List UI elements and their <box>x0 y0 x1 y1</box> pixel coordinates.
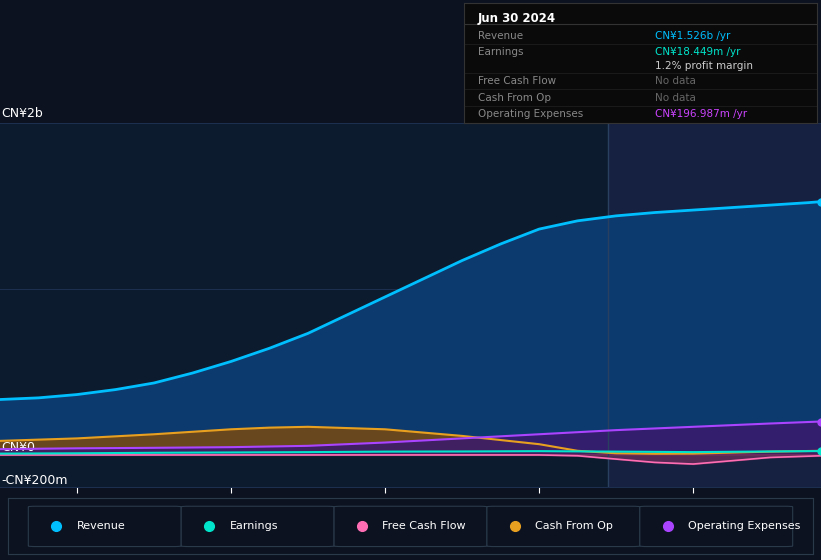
Text: CN¥0: CN¥0 <box>2 441 35 454</box>
Text: Earnings: Earnings <box>229 521 278 531</box>
Text: Revenue: Revenue <box>478 31 523 41</box>
Text: Operating Expenses: Operating Expenses <box>478 109 583 119</box>
Text: Revenue: Revenue <box>76 521 126 531</box>
Bar <box>608 123 821 487</box>
Text: Cash From Op: Cash From Op <box>478 92 551 102</box>
Text: No data: No data <box>654 92 695 102</box>
FancyBboxPatch shape <box>487 506 640 547</box>
Text: Jun 30 2024: Jun 30 2024 <box>478 12 556 25</box>
Text: -CN¥200m: -CN¥200m <box>2 474 68 487</box>
Text: Cash From Op: Cash From Op <box>535 521 613 531</box>
Text: CN¥2b: CN¥2b <box>2 107 44 120</box>
Text: CN¥196.987m /yr: CN¥196.987m /yr <box>654 109 746 119</box>
Text: CN¥1.526b /yr: CN¥1.526b /yr <box>654 31 730 41</box>
Text: Free Cash Flow: Free Cash Flow <box>383 521 466 531</box>
Text: Operating Expenses: Operating Expenses <box>688 521 800 531</box>
FancyBboxPatch shape <box>334 506 487 547</box>
Text: CN¥18.449m /yr: CN¥18.449m /yr <box>654 46 740 57</box>
FancyBboxPatch shape <box>28 506 181 547</box>
Text: No data: No data <box>654 76 695 86</box>
FancyBboxPatch shape <box>640 506 792 547</box>
Text: Earnings: Earnings <box>478 46 524 57</box>
Text: 1.2% profit margin: 1.2% profit margin <box>654 61 753 71</box>
Text: Free Cash Flow: Free Cash Flow <box>478 76 556 86</box>
FancyBboxPatch shape <box>181 506 334 547</box>
